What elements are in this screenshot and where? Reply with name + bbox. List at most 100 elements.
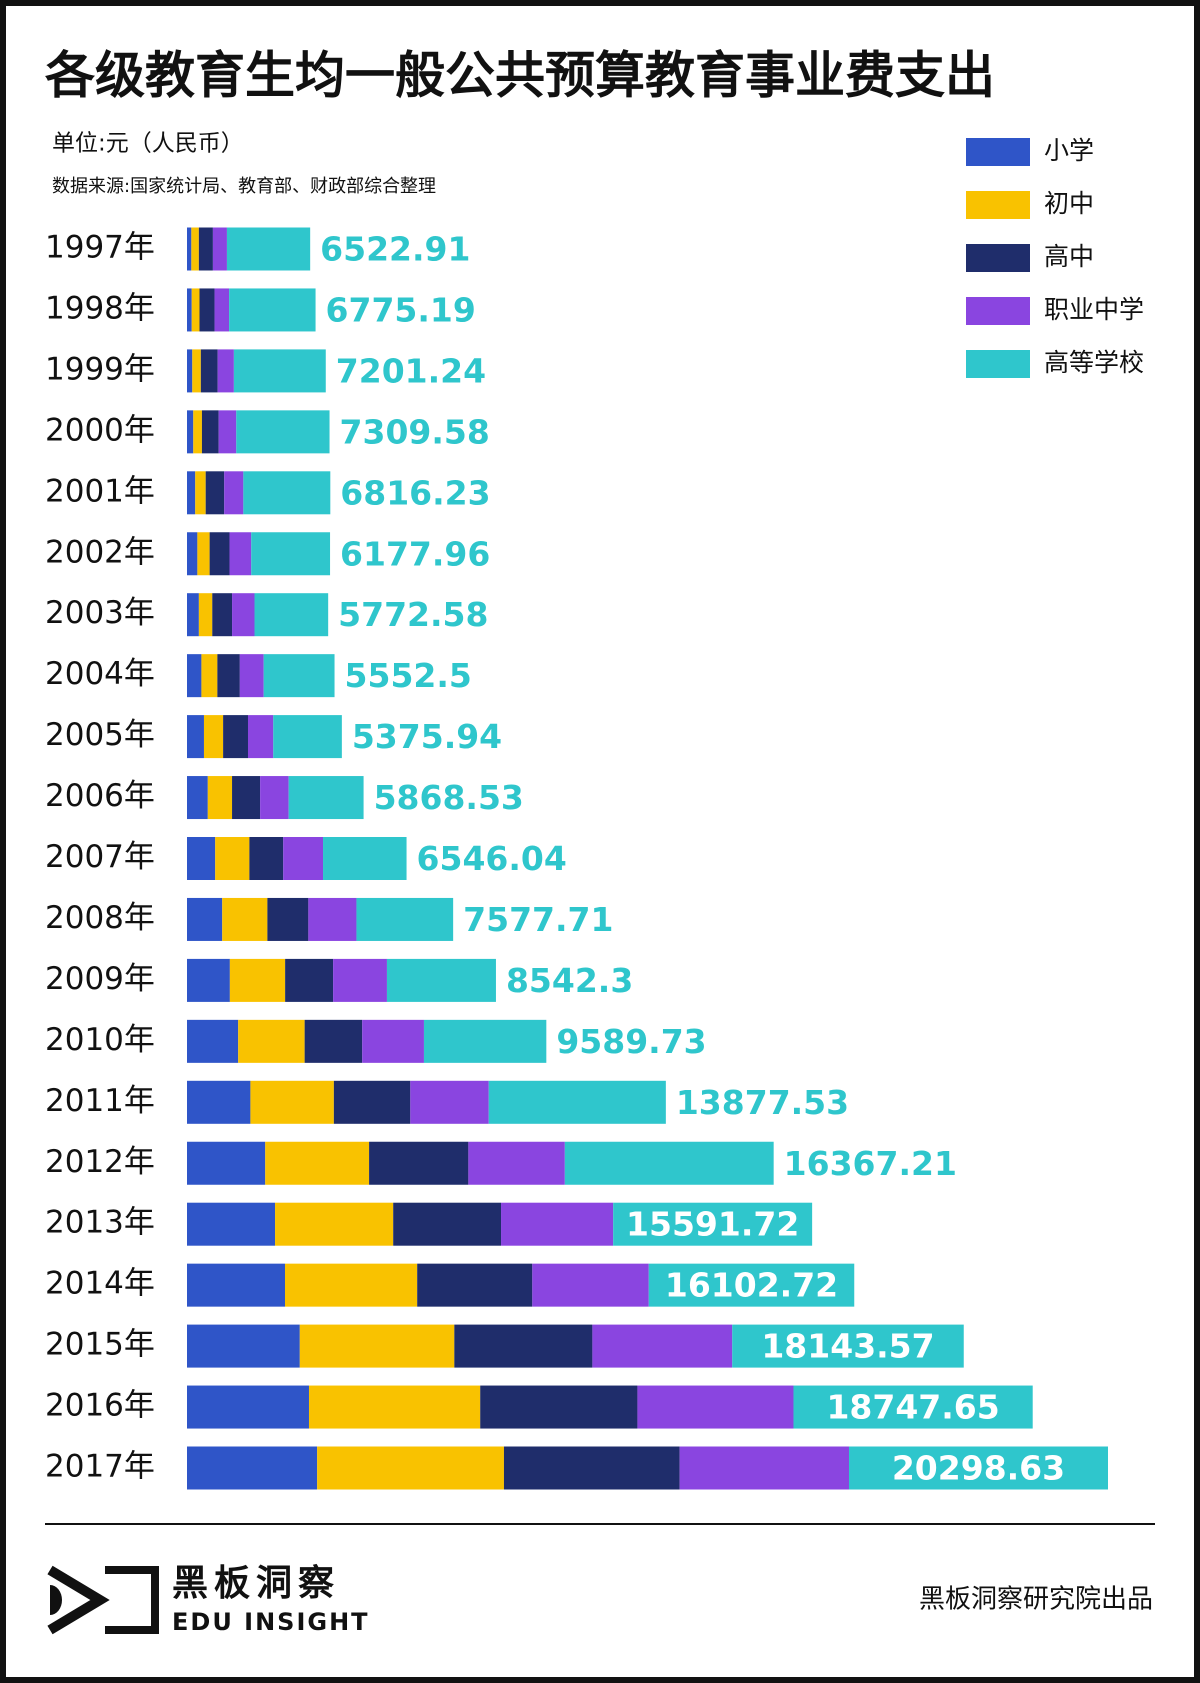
bar-segment — [187, 837, 216, 880]
bar-segment — [187, 1080, 251, 1124]
bar-segment — [503, 1446, 680, 1490]
y-tick-label: 2012年 — [45, 1144, 155, 1180]
y-tick-label: 2017年 — [45, 1449, 155, 1485]
bar-segment — [229, 288, 316, 332]
chart-title: 各级教育生均一般公共预算教育事业费支出 — [45, 47, 995, 105]
bar-segment — [304, 1019, 363, 1063]
data-label: 16102.72 — [665, 1266, 838, 1305]
bar-segment — [793, 1385, 1033, 1429]
data-label: 6522.91 — [320, 230, 470, 269]
bar-segment — [501, 1202, 614, 1246]
data-label: 5772.58 — [338, 595, 488, 634]
data-label: 18747.65 — [826, 1388, 999, 1427]
bar-segment — [239, 654, 264, 698]
bar-segment — [283, 837, 324, 880]
data-label: 6816.23 — [340, 473, 490, 512]
bar-segment — [362, 1019, 424, 1063]
bar-segment — [201, 654, 218, 698]
data-label: 5552.5 — [345, 656, 472, 695]
bar-segment — [243, 471, 331, 515]
credit: 黑板洞察研究院出品 — [919, 1585, 1153, 1615]
bar-segment — [187, 410, 194, 454]
bar-segment — [250, 1080, 334, 1124]
bar-segment — [393, 1202, 502, 1246]
legend-swatch — [966, 297, 1030, 325]
y-tick-label: 1997年 — [45, 230, 155, 266]
bar-segment — [386, 958, 496, 1002]
y-tick-label: 2001年 — [45, 473, 155, 509]
bar-segment — [187, 593, 199, 637]
bar-segment — [468, 1141, 565, 1185]
bar-segment — [224, 471, 244, 515]
bar-segment — [732, 1324, 964, 1368]
bar-segment — [215, 837, 250, 880]
logo-cn: 黑板洞察 — [172, 1563, 340, 1604]
y-tick-label: 2003年 — [45, 595, 155, 631]
bar-segment — [195, 471, 206, 515]
bar-segment — [356, 897, 454, 941]
bar-segment — [187, 1324, 300, 1368]
bar-segment — [223, 715, 248, 759]
bar-segment — [229, 958, 286, 1002]
bar-segment — [187, 715, 204, 759]
legend-label: 高中 — [1044, 242, 1094, 271]
bar-segment — [187, 349, 193, 393]
bar-segment — [187, 1141, 266, 1185]
bar-segment — [226, 227, 311, 271]
bar-segment — [323, 837, 407, 880]
bar-segment — [417, 1263, 533, 1307]
legend-label: 小学 — [1044, 136, 1094, 165]
bar-segment — [648, 1263, 855, 1307]
bar-segment — [203, 715, 224, 759]
data-label: 9589.73 — [556, 1022, 706, 1061]
data-label: 16367.21 — [784, 1144, 957, 1183]
bar-segment — [299, 1324, 455, 1368]
bar-segment — [201, 410, 219, 454]
bar-segment — [333, 1080, 411, 1124]
legend-swatch — [966, 191, 1030, 219]
bar-segment — [197, 532, 210, 576]
bar-segment — [273, 715, 342, 759]
data-label: 6775.19 — [326, 290, 476, 329]
y-tick-label: 2010年 — [45, 1022, 155, 1058]
bar-segment — [592, 1324, 733, 1368]
bar-segment — [187, 958, 230, 1002]
legend-swatch — [966, 138, 1030, 166]
data-label: 18143.57 — [761, 1327, 934, 1366]
bar-segment — [613, 1202, 813, 1246]
data-label: 7577.71 — [463, 900, 613, 939]
bar-segment — [423, 1019, 547, 1063]
y-tick-label: 2000年 — [45, 412, 155, 448]
y-tick-label: 2013年 — [45, 1205, 155, 1241]
bar-segment — [679, 1446, 849, 1490]
bar-segment — [369, 1141, 469, 1185]
bar-segment — [488, 1080, 666, 1124]
bar-segment — [480, 1385, 638, 1429]
bar-segment — [187, 288, 192, 332]
y-tick-label: 2005年 — [45, 717, 155, 753]
bar-segment — [199, 288, 215, 332]
y-tick-label: 2004年 — [45, 656, 155, 692]
bar-segment — [187, 471, 196, 515]
legend-label: 职业中学 — [1044, 295, 1144, 324]
legend-swatch — [966, 350, 1030, 378]
bar-segment — [254, 593, 329, 637]
bar-segment — [308, 897, 357, 941]
unit: 单位:元（人民币） — [52, 131, 244, 157]
data-label: 8542.3 — [506, 961, 633, 1000]
bar-segment — [187, 1385, 309, 1429]
data-label: 6546.04 — [417, 839, 567, 878]
bar-segment — [214, 288, 230, 332]
data-label: 13877.53 — [676, 1083, 849, 1122]
bar-segment — [247, 715, 274, 759]
data-label: 5868.53 — [374, 778, 524, 817]
bar-segment — [236, 410, 330, 454]
bar-segment — [848, 1446, 1108, 1490]
bar-segment — [222, 897, 268, 941]
bar-segment — [205, 471, 225, 515]
y-tick-label: 2016年 — [45, 1388, 155, 1424]
y-tick-label: 2014年 — [45, 1266, 155, 1302]
bar-segment — [200, 349, 218, 393]
legend-label: 初中 — [1044, 189, 1094, 218]
